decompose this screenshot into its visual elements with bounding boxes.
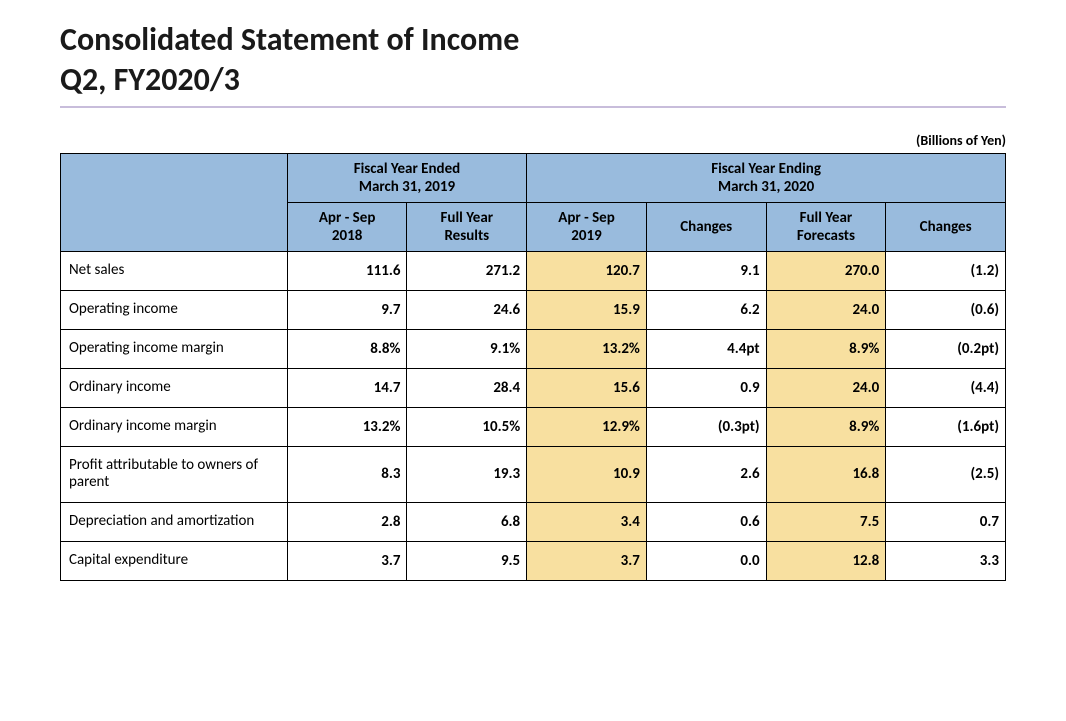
header-group-fy2019: Fiscal Year Ended March 31, 2019	[287, 154, 526, 203]
cell-c2: 9.5	[407, 541, 527, 580]
table-header: Fiscal Year Ended March 31, 2019 Fiscal …	[61, 154, 1006, 252]
header-text: March 31, 2020	[718, 178, 814, 196]
subheader-text: 2019	[571, 227, 601, 245]
cell-c3: 120.7	[527, 252, 647, 291]
header-text: March 31, 2019	[359, 178, 455, 196]
cell-c5: 24.0	[766, 291, 886, 330]
cell-c1: 8.8%	[287, 330, 407, 369]
header-text: Fiscal Year Ending	[711, 160, 821, 178]
table-row: Operating income margin8.8%9.1%13.2%4.4p…	[61, 330, 1006, 369]
cell-c6: 3.3	[886, 541, 1006, 580]
title-underline	[60, 106, 1006, 108]
cell-c1: 14.7	[287, 369, 407, 408]
cell-c4: 0.0	[646, 541, 766, 580]
page-title-block: Consolidated Statement of Income Q2, FY2…	[60, 20, 1006, 100]
cell-c6: (1.2)	[886, 252, 1006, 291]
row-label: Ordinary income margin	[61, 408, 288, 447]
cell-c2: 28.4	[407, 369, 527, 408]
row-label: Operating income	[61, 291, 288, 330]
cell-c6: 0.7	[886, 502, 1006, 541]
header-group-fy2020: Fiscal Year Ending March 31, 2020	[527, 154, 1006, 203]
cell-c4: 9.1	[646, 252, 766, 291]
cell-c5: 7.5	[766, 502, 886, 541]
page-title-line2: Q2, FY2020/3	[60, 60, 1006, 100]
cell-c3: 12.9%	[527, 408, 647, 447]
cell-c6: (4.4)	[886, 369, 1006, 408]
table-body: Net sales111.6271.2120.79.1270.0(1.2)Ope…	[61, 252, 1006, 581]
row-label: Ordinary income	[61, 369, 288, 408]
subheader-apr-sep-2018: Apr - Sep 2018	[287, 203, 407, 252]
table-row: Operating income9.724.615.96.224.0(0.6)	[61, 291, 1006, 330]
row-label: Profit attributable to owners of parent	[61, 447, 288, 503]
cell-c4: 6.2	[646, 291, 766, 330]
subheader-text: Results	[444, 227, 489, 245]
table-row: Ordinary income14.728.415.60.924.0(4.4)	[61, 369, 1006, 408]
cell-c2: 9.1%	[407, 330, 527, 369]
income-statement-table: Fiscal Year Ended March 31, 2019 Fiscal …	[60, 153, 1006, 581]
cell-c4: 0.6	[646, 502, 766, 541]
table-row: Capital expenditure3.79.53.70.012.83.3	[61, 541, 1006, 580]
table-row: Net sales111.6271.2120.79.1270.0(1.2)	[61, 252, 1006, 291]
cell-c3: 3.7	[527, 541, 647, 580]
cell-c6: (0.6)	[886, 291, 1006, 330]
cell-c6: (1.6pt)	[886, 408, 1006, 447]
subheader-text: Changes	[680, 218, 732, 236]
subheader-changes-2: Changes	[886, 203, 1006, 252]
cell-c3: 15.9	[527, 291, 647, 330]
row-label: Net sales	[61, 252, 288, 291]
cell-c2: 271.2	[407, 252, 527, 291]
cell-c1: 2.8	[287, 502, 407, 541]
cell-c1: 3.7	[287, 541, 407, 580]
subheader-apr-sep-2019: Apr - Sep 2019	[527, 203, 647, 252]
cell-c3: 10.9	[527, 447, 647, 503]
row-label: Capital expenditure	[61, 541, 288, 580]
row-label: Operating income margin	[61, 330, 288, 369]
subheader-changes-1: Changes	[646, 203, 766, 252]
subheader-text: Full Year	[800, 209, 853, 227]
subheader-text: Full Year	[441, 209, 494, 227]
cell-c3: 3.4	[527, 502, 647, 541]
cell-c6: (0.2pt)	[886, 330, 1006, 369]
cell-c1: 9.7	[287, 291, 407, 330]
cell-c5: 270.0	[766, 252, 886, 291]
table-row: Ordinary income margin13.2%10.5%12.9%(0.…	[61, 408, 1006, 447]
row-label: Depreciation and amortization	[61, 502, 288, 541]
cell-c4: 0.9	[646, 369, 766, 408]
cell-c2: 24.6	[407, 291, 527, 330]
header-blank	[61, 154, 288, 252]
subheader-full-year-forecasts: Full Year Forecasts	[766, 203, 886, 252]
unit-label: (Billions of Yen)	[60, 132, 1006, 149]
cell-c2: 10.5%	[407, 408, 527, 447]
cell-c3: 15.6	[527, 369, 647, 408]
subheader-text: Forecasts	[797, 227, 855, 245]
cell-c5: 8.9%	[766, 408, 886, 447]
cell-c4: 4.4pt	[646, 330, 766, 369]
subheader-text: Apr - Sep	[319, 209, 376, 227]
table-row: Profit attributable to owners of parent8…	[61, 447, 1006, 503]
cell-c5: 12.8	[766, 541, 886, 580]
table-row: Depreciation and amortization2.86.83.40.…	[61, 502, 1006, 541]
cell-c3: 13.2%	[527, 330, 647, 369]
cell-c6: (2.5)	[886, 447, 1006, 503]
cell-c2: 6.8	[407, 502, 527, 541]
cell-c1: 13.2%	[287, 408, 407, 447]
subheader-text: Changes	[920, 218, 972, 236]
cell-c1: 111.6	[287, 252, 407, 291]
cell-c5: 8.9%	[766, 330, 886, 369]
cell-c5: 24.0	[766, 369, 886, 408]
page-title-line1: Consolidated Statement of Income	[60, 20, 1006, 60]
subheader-text: 2018	[332, 227, 362, 245]
cell-c2: 19.3	[407, 447, 527, 503]
cell-c4: (0.3pt)	[646, 408, 766, 447]
cell-c4: 2.6	[646, 447, 766, 503]
cell-c5: 16.8	[766, 447, 886, 503]
subheader-text: Apr - Sep	[558, 209, 615, 227]
cell-c1: 8.3	[287, 447, 407, 503]
subheader-full-year-results: Full Year Results	[407, 203, 527, 252]
header-text: Fiscal Year Ended	[354, 160, 461, 178]
